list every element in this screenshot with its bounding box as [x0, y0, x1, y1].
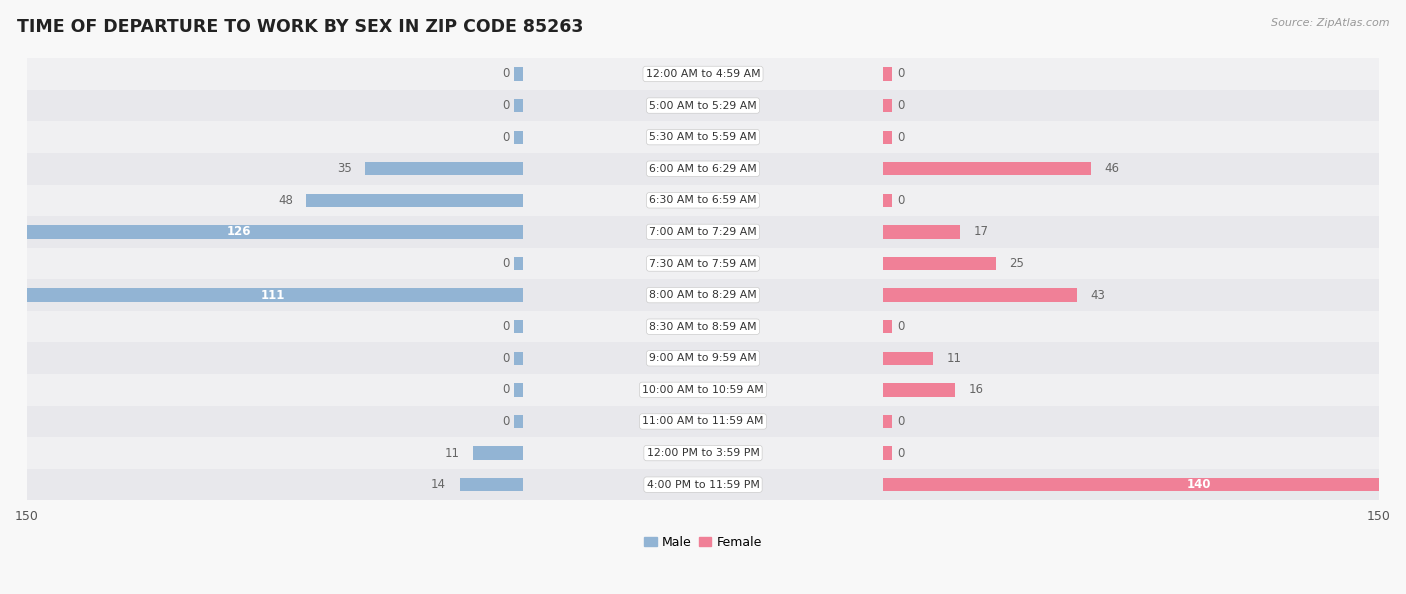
Text: 4:00 PM to 11:59 PM: 4:00 PM to 11:59 PM: [647, 479, 759, 489]
Bar: [883, 383, 956, 397]
Bar: [27, 90, 1379, 121]
Text: 5:00 AM to 5:29 AM: 5:00 AM to 5:29 AM: [650, 100, 756, 110]
Text: 0: 0: [897, 99, 904, 112]
Bar: [883, 289, 1077, 302]
Legend: Male, Female: Male, Female: [640, 530, 766, 554]
Bar: [460, 478, 523, 491]
Text: 0: 0: [502, 352, 509, 365]
Bar: [883, 257, 995, 270]
Bar: [513, 383, 523, 397]
Bar: [27, 216, 1379, 248]
Bar: [27, 311, 1379, 343]
Text: 0: 0: [897, 131, 904, 144]
Bar: [27, 121, 1379, 153]
Text: 0: 0: [897, 68, 904, 80]
Bar: [513, 99, 523, 112]
Bar: [27, 343, 1379, 374]
Bar: [883, 225, 960, 239]
Text: 0: 0: [502, 383, 509, 396]
Text: 43: 43: [1091, 289, 1105, 302]
Bar: [27, 437, 1379, 469]
Bar: [307, 194, 523, 207]
Text: 14: 14: [432, 478, 446, 491]
Bar: [883, 162, 1091, 175]
Bar: [883, 352, 932, 365]
Text: 0: 0: [897, 194, 904, 207]
Text: 12:00 AM to 4:59 AM: 12:00 AM to 4:59 AM: [645, 69, 761, 79]
Text: Source: ZipAtlas.com: Source: ZipAtlas.com: [1271, 18, 1389, 28]
Text: 5:30 AM to 5:59 AM: 5:30 AM to 5:59 AM: [650, 132, 756, 142]
Bar: [883, 320, 893, 333]
Text: TIME OF DEPARTURE TO WORK BY SEX IN ZIP CODE 85263: TIME OF DEPARTURE TO WORK BY SEX IN ZIP …: [17, 18, 583, 36]
Text: 12:00 PM to 3:59 PM: 12:00 PM to 3:59 PM: [647, 448, 759, 458]
Bar: [883, 194, 893, 207]
Text: 0: 0: [897, 415, 904, 428]
Bar: [27, 248, 1379, 279]
Text: 17: 17: [973, 225, 988, 238]
Bar: [22, 289, 523, 302]
Text: 111: 111: [260, 289, 285, 302]
Text: 35: 35: [336, 162, 352, 175]
Text: 11: 11: [946, 352, 962, 365]
Text: 0: 0: [897, 320, 904, 333]
Text: 8:30 AM to 8:59 AM: 8:30 AM to 8:59 AM: [650, 322, 756, 331]
Bar: [27, 406, 1379, 437]
Bar: [0, 225, 523, 239]
Text: 25: 25: [1010, 257, 1025, 270]
Bar: [883, 131, 893, 144]
Text: 46: 46: [1104, 162, 1119, 175]
Text: 0: 0: [502, 131, 509, 144]
Bar: [513, 67, 523, 81]
Bar: [27, 374, 1379, 406]
Bar: [366, 162, 523, 175]
Bar: [883, 99, 893, 112]
Bar: [513, 320, 523, 333]
Text: 10:00 AM to 10:59 AM: 10:00 AM to 10:59 AM: [643, 385, 763, 395]
Text: 11: 11: [444, 447, 460, 460]
Text: 0: 0: [502, 320, 509, 333]
Text: 11:00 AM to 11:59 AM: 11:00 AM to 11:59 AM: [643, 416, 763, 426]
Bar: [513, 415, 523, 428]
Bar: [883, 478, 1406, 491]
Text: 140: 140: [1187, 478, 1211, 491]
Text: 6:00 AM to 6:29 AM: 6:00 AM to 6:29 AM: [650, 164, 756, 173]
Text: 7:00 AM to 7:29 AM: 7:00 AM to 7:29 AM: [650, 227, 756, 237]
Text: 0: 0: [502, 257, 509, 270]
Text: 0: 0: [502, 68, 509, 80]
Bar: [883, 415, 893, 428]
Text: 16: 16: [969, 383, 984, 396]
Bar: [513, 352, 523, 365]
Text: 48: 48: [278, 194, 292, 207]
Bar: [474, 447, 523, 460]
Bar: [513, 131, 523, 144]
Text: 9:00 AM to 9:59 AM: 9:00 AM to 9:59 AM: [650, 353, 756, 364]
Bar: [27, 153, 1379, 185]
Bar: [27, 279, 1379, 311]
Text: 7:30 AM to 7:59 AM: 7:30 AM to 7:59 AM: [650, 258, 756, 268]
Bar: [883, 67, 893, 81]
Text: 6:30 AM to 6:59 AM: 6:30 AM to 6:59 AM: [650, 195, 756, 206]
Text: 126: 126: [226, 225, 252, 238]
Bar: [27, 185, 1379, 216]
Text: 0: 0: [897, 447, 904, 460]
Bar: [513, 257, 523, 270]
Text: 0: 0: [502, 415, 509, 428]
Bar: [27, 469, 1379, 501]
Bar: [27, 58, 1379, 90]
Text: 0: 0: [502, 99, 509, 112]
Text: 8:00 AM to 8:29 AM: 8:00 AM to 8:29 AM: [650, 290, 756, 300]
Bar: [883, 447, 893, 460]
